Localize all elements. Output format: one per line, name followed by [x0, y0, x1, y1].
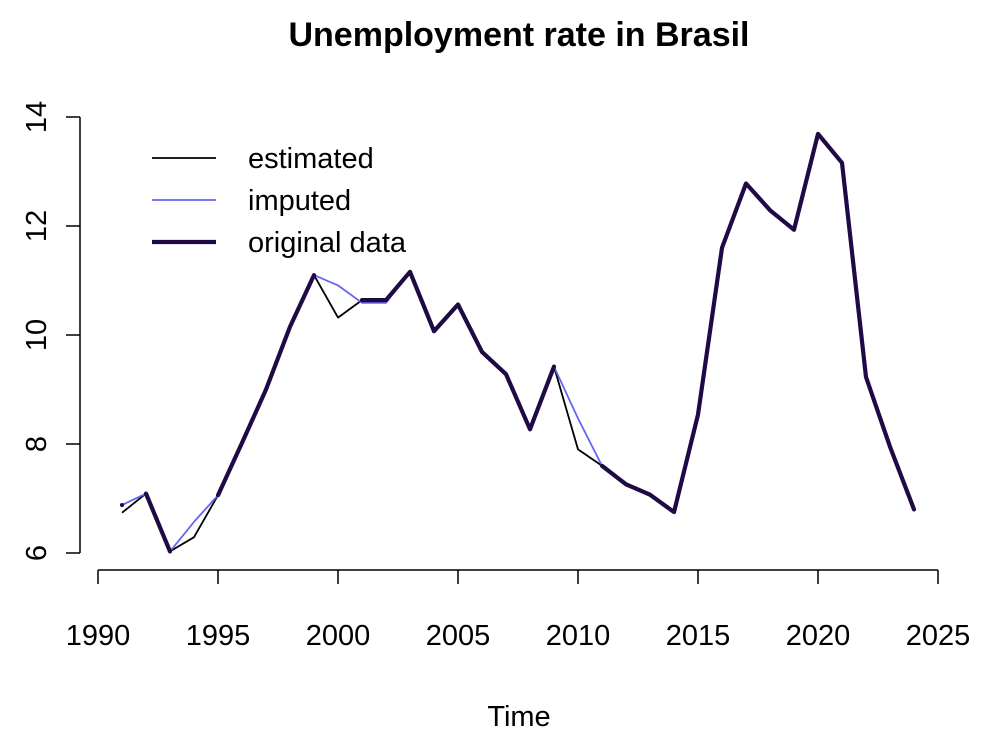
legend-label-estimated: estimated: [248, 143, 374, 175]
series-original-data-segment: [359, 269, 557, 432]
y-axis: 6 8 10 12 14: [21, 101, 81, 561]
series-imputed-line: [121, 132, 915, 553]
legend-label-imputed: imputed: [248, 185, 351, 217]
y-tick-label: 10: [21, 319, 53, 351]
x-tick-label: 2005: [426, 620, 491, 652]
x-tick-label: 2015: [666, 620, 731, 652]
legend: estimated imputed original data: [152, 143, 407, 259]
x-tick-label: 2010: [546, 620, 611, 652]
series-original-data-segment: [215, 273, 317, 498]
x-tick-label: 2000: [306, 620, 371, 652]
series-original-data-segment: [599, 131, 917, 515]
x-tick-label: 1990: [66, 620, 131, 652]
x-tick-label: 2025: [906, 620, 971, 652]
y-tick-label: 14: [21, 101, 53, 133]
chart-title: Unemployment rate in Brasil: [288, 16, 749, 54]
y-tick-label: 12: [21, 210, 53, 242]
legend-label-original-data: original data: [248, 227, 407, 259]
y-tick-label: 6: [21, 545, 53, 561]
x-axis-title: Time: [487, 701, 550, 731]
series-original-data-point: [119, 502, 125, 508]
x-axis: 1990 1995 2000 2005 2010 2015 2020 2025: [66, 569, 971, 652]
plot-area: [119, 131, 917, 554]
series-estimated-line: [121, 132, 915, 553]
x-tick-label: 2020: [786, 620, 851, 652]
y-tick-label: 8: [21, 436, 53, 452]
series-original-data-segment: [143, 491, 173, 554]
x-tick-label: 1995: [186, 620, 251, 652]
